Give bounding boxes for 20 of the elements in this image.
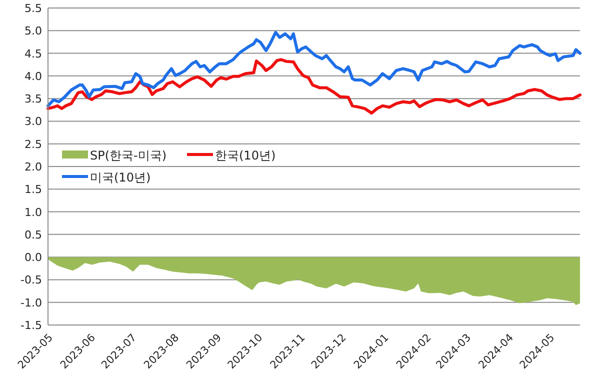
- y-tick-label: 0.0: [24, 251, 42, 264]
- y-tick-label: 3.0: [24, 115, 42, 128]
- y-tick-label: -1.0: [20, 296, 42, 310]
- y-tick-label: 2.5: [24, 138, 42, 151]
- y-tick-label: 4.5: [24, 47, 42, 60]
- y-tick-label: 1.0: [24, 206, 42, 219]
- y-tick-label: 4.0: [24, 70, 42, 83]
- y-tick-label: 5.0: [24, 24, 42, 38]
- y-tick-label: 1.5: [24, 183, 42, 196]
- legend-label: 한국(10년): [215, 148, 276, 162]
- legend-label: SP(한국-미국): [90, 148, 167, 162]
- y-tick-label: -1.5: [20, 319, 42, 332]
- y-tick-label: 2.0: [24, 160, 42, 174]
- y-tick-label: 3.5: [24, 92, 42, 106]
- y-tick-label: -0.5: [20, 274, 42, 287]
- y-tick-label: 5.5: [24, 2, 42, 15]
- y-tick-label: 0.5: [24, 228, 42, 242]
- line-series: [46, 58, 582, 115]
- line-series: [46, 30, 582, 108]
- legend-label: 미국(10년): [90, 170, 151, 184]
